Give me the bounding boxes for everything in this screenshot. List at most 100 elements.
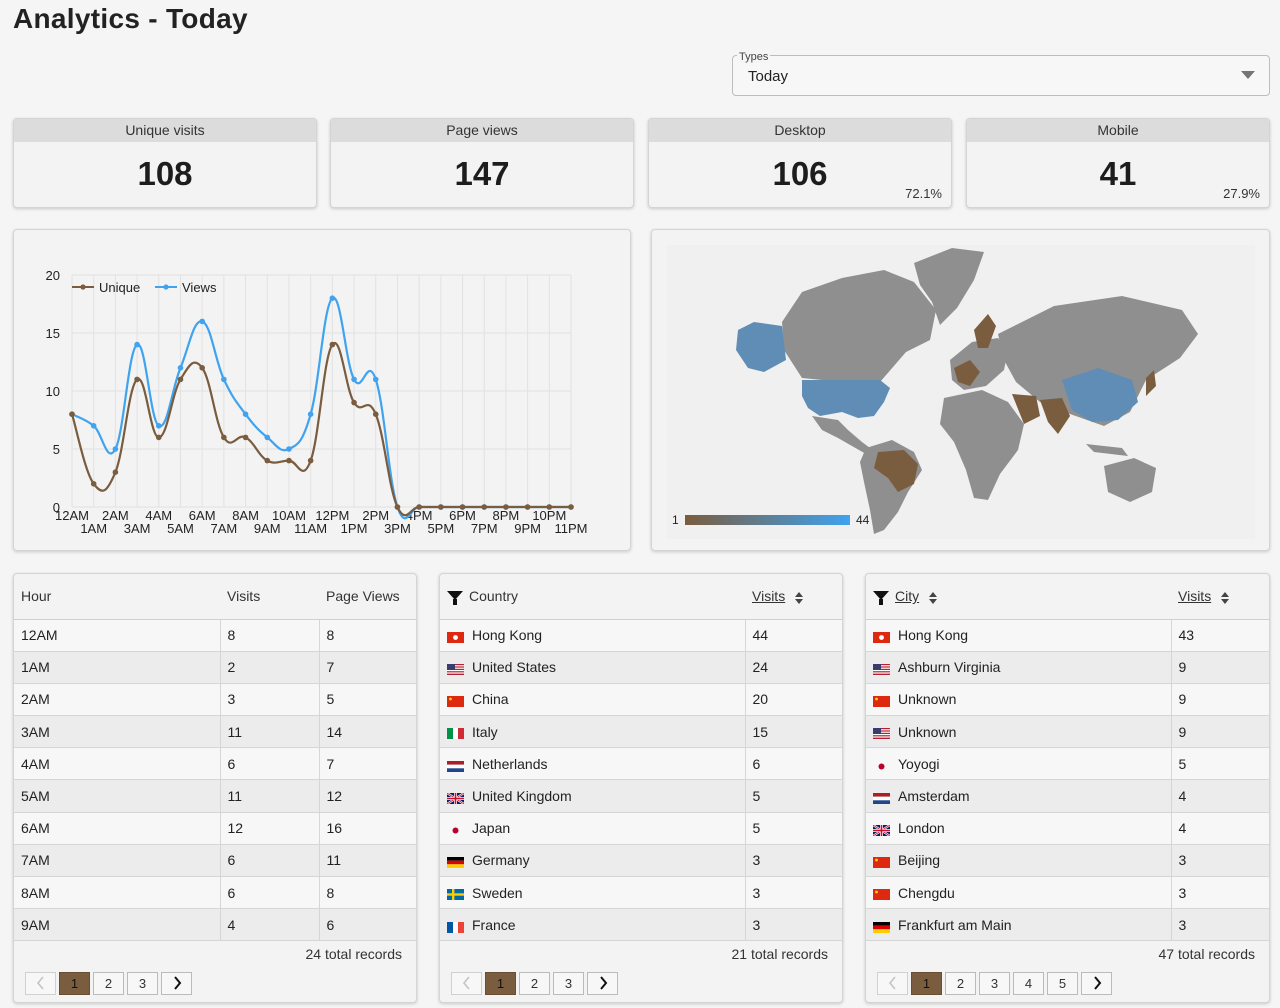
data-point-views (90, 423, 97, 429)
cell-hour: 5AM (14, 779, 220, 813)
table-row: 1AM 2 7 (14, 651, 416, 684)
table-row: Netherlands 6 (440, 747, 842, 781)
x-tick-label: 4AM (145, 508, 172, 523)
data-point-views (286, 446, 292, 452)
cell-visits: 4 (1170, 812, 1269, 845)
data-point-unique (264, 457, 271, 464)
x-tick-label: 10PM (532, 508, 566, 523)
map-japan (1146, 370, 1156, 396)
column-header-country[interactable]: Country (440, 574, 745, 620)
x-tick-label: 1PM (341, 521, 368, 536)
cell-hour: 12AM (14, 619, 220, 652)
next-page-button[interactable] (1081, 972, 1112, 995)
cell-hour: 6AM (14, 812, 220, 845)
sort-icon[interactable] (1221, 591, 1230, 604)
table-row: Frankfurt am Main 3 (866, 908, 1269, 942)
sort-visits-link[interactable]: Visits (752, 588, 786, 605)
cell-page-views: 5 (318, 683, 416, 717)
types-select[interactable]: Types Today (732, 52, 1270, 96)
column-header-visits[interactable]: Visits (1171, 574, 1269, 620)
x-tick-label: 10AM (272, 508, 306, 523)
sort-icon[interactable] (929, 591, 938, 604)
map-greenland (914, 248, 984, 325)
sort-icon[interactable] (795, 591, 804, 604)
cell-page-views: 8 (318, 876, 416, 910)
filter-icon[interactable] (873, 591, 889, 606)
map-canada (782, 270, 936, 382)
data-point-unique (503, 504, 509, 510)
data-point-unique (394, 504, 401, 510)
cell-hour: 3AM (14, 715, 220, 749)
page-button[interactable]: 1 (59, 972, 90, 995)
cell-name: London (866, 812, 1171, 845)
prev-page-button[interactable] (25, 972, 56, 995)
x-tick-label: 8AM (232, 508, 259, 523)
prev-page-button[interactable] (451, 972, 482, 995)
records-count: 21 total records (731, 946, 829, 962)
page-button[interactable]: 3 (979, 972, 1010, 995)
page-button[interactable]: 2 (519, 972, 550, 995)
cell-visits: 9 (1170, 683, 1269, 717)
chevron-left-icon (36, 976, 44, 990)
cell-visits: 11 (219, 779, 319, 813)
types-value: Today (748, 68, 789, 85)
table-row: Sweden 3 (440, 876, 842, 910)
data-point-views (134, 341, 140, 348)
stat-value: 147 (454, 155, 510, 192)
flag-cn-icon (873, 694, 890, 708)
page-button[interactable]: 3 (553, 972, 584, 995)
sort-city-link[interactable]: City (895, 588, 920, 605)
cell-name-label: Sweden (472, 884, 523, 901)
page-button[interactable]: 1 (911, 972, 942, 995)
cell-name: Japan (440, 812, 745, 845)
data-point-views (351, 376, 357, 383)
legend-marker (80, 284, 86, 290)
table-row: Ashburn Virginia 9 (866, 651, 1269, 684)
y-tick-label: 10 (46, 384, 60, 399)
page-button[interactable]: 3 (127, 972, 158, 995)
cell-name: Amsterdam (866, 779, 1171, 813)
filter-icon[interactable] (447, 591, 463, 606)
data-point-unique (112, 469, 119, 475)
next-page-button[interactable] (161, 972, 192, 995)
page-button[interactable]: 1 (485, 972, 516, 995)
flag-jp-icon (873, 759, 890, 772)
x-tick-label: 7AM (211, 521, 238, 536)
column-header-visits[interactable]: Visits (745, 574, 842, 620)
x-tick-label: 12PM (315, 508, 349, 523)
page-button[interactable]: 2 (945, 972, 976, 995)
cell-name: Ashburn Virginia (866, 651, 1171, 684)
sort-visits-link[interactable]: Visits (1178, 588, 1212, 605)
flag-de-icon (447, 855, 464, 869)
prev-page-button[interactable] (877, 972, 908, 995)
x-tick-label: 11AM (294, 521, 327, 536)
page-button[interactable]: 2 (93, 972, 124, 995)
cell-name: Yoyogi (866, 747, 1171, 781)
data-point-unique (459, 504, 466, 510)
x-tick-label: 3PM (384, 521, 411, 536)
table-row: Italy 15 (440, 715, 842, 749)
cell-name-label: Beijing (898, 852, 941, 869)
cell-page-views: 12 (318, 779, 416, 813)
cell-name-label: Germany (472, 852, 530, 869)
cell-visits: 15 (744, 715, 842, 749)
map-indonesia (1086, 444, 1128, 456)
cell-visits: 11 (219, 715, 319, 749)
page-button[interactable]: 5 (1047, 972, 1078, 995)
page-button[interactable]: 4 (1013, 972, 1044, 995)
cell-page-views: 11 (318, 844, 416, 878)
table-row: 9AM 4 6 (14, 908, 416, 942)
flag-jp-icon (447, 823, 464, 837)
cell-visits: 3 (219, 683, 319, 717)
table-row: China 20 (440, 683, 842, 717)
next-page-button[interactable] (587, 972, 618, 995)
cell-visits: 24 (744, 651, 842, 684)
x-tick-label: 1AM (80, 521, 107, 536)
cell-name: Hong Kong (440, 619, 745, 652)
x-tick-label: 5PM (427, 521, 454, 536)
column-header-city[interactable]: City (866, 574, 1171, 620)
table-row: Unknown 9 (866, 683, 1269, 717)
cell-visits: 44 (744, 619, 842, 652)
table-row: Yoyogi 5 (866, 747, 1269, 781)
column-header-page-views: Page Views (319, 574, 416, 620)
